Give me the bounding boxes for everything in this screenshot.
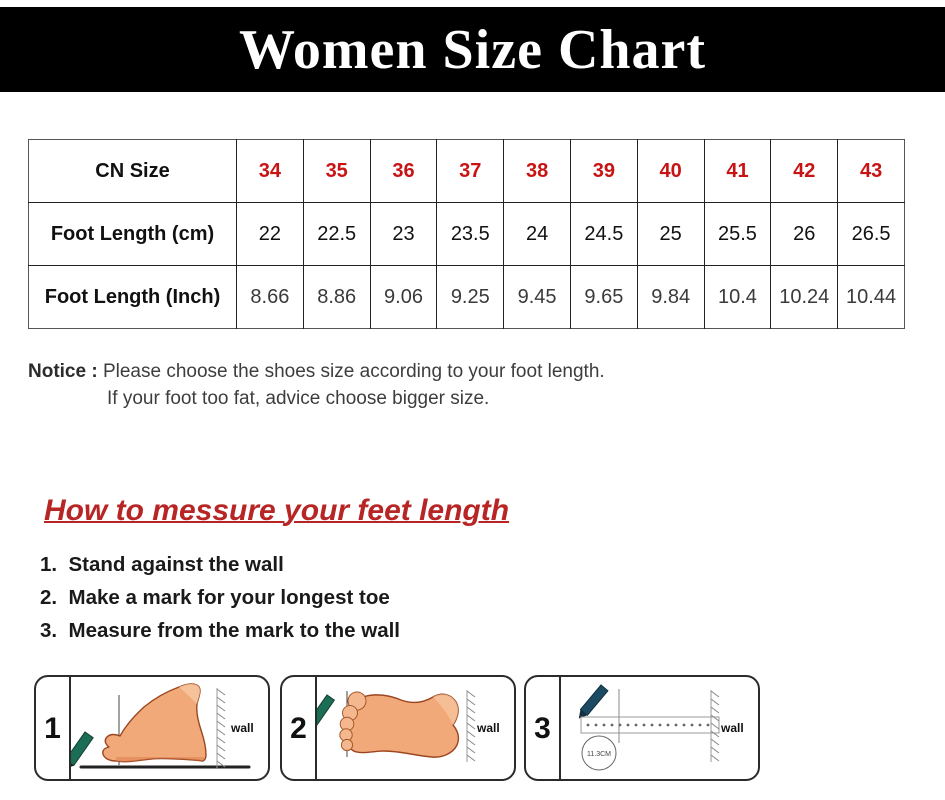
svg-text:11.3CM: 11.3CM — [587, 751, 611, 758]
